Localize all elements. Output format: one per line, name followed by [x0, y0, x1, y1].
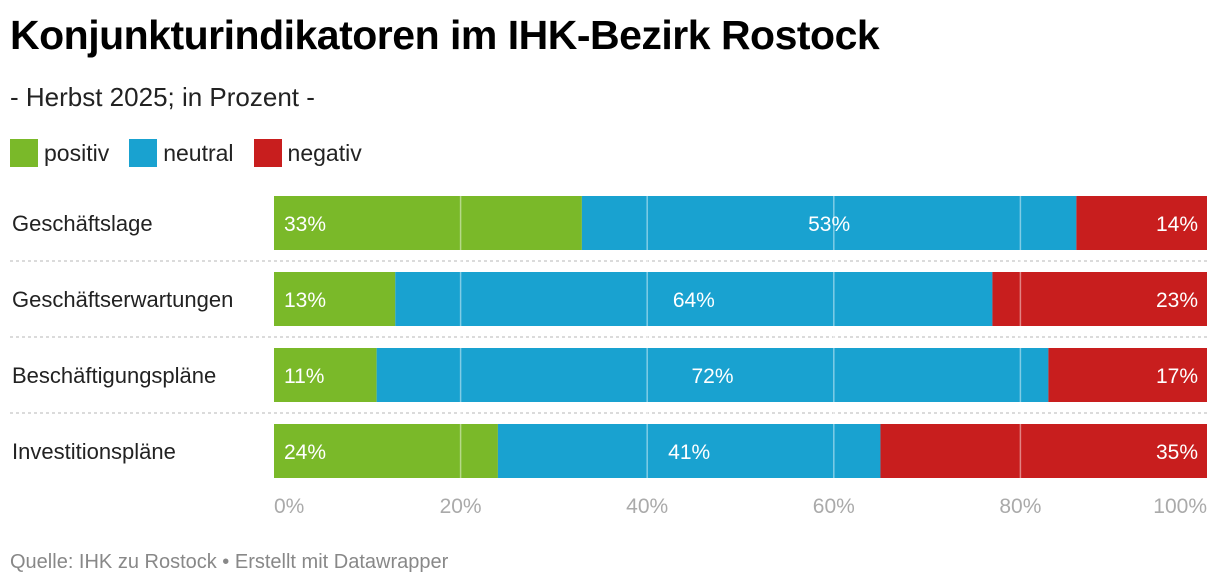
source-footer: Quelle: IHK zu Rostock • Erstellt mit Da… [10, 551, 449, 573]
x-tick-label: 60% [813, 495, 855, 518]
x-tick-label: 40% [626, 495, 668, 518]
category-label: Beschäftigungspläne [12, 363, 216, 388]
data-label-negativ: 35% [1156, 441, 1198, 464]
chart-subtitle: - Herbst 2025; in Prozent - [10, 82, 315, 112]
data-label-positiv: 24% [284, 441, 326, 464]
stacked-bar-chart: Geschäftslage 33% 53% 14% Geschäftserwartung… [10, 196, 1207, 518]
bar-neutral [395, 272, 993, 326]
data-label-negativ: 23% [1156, 289, 1198, 312]
data-label-positiv: 33% [284, 213, 326, 236]
bar-negativ [992, 272, 1207, 326]
legend-item-neutral: neutral [129, 139, 234, 167]
bar-positiv [274, 272, 396, 326]
bar-positiv [274, 196, 582, 250]
category-label: Geschäftserwartungen [12, 287, 233, 312]
bar-negativ [1048, 348, 1207, 402]
data-label-positiv: 11% [284, 365, 324, 388]
bar-neutral [581, 196, 1077, 250]
legend-swatch-positiv [10, 139, 38, 167]
data-label-neutral: 53% [808, 213, 850, 236]
legend-item-negativ: negativ [253, 139, 362, 167]
category-label: Geschäftslage [12, 211, 153, 236]
legend-label-positiv: positiv [44, 139, 110, 166]
bar-negativ [880, 424, 1207, 478]
data-label-positiv: 13% [284, 289, 326, 312]
bar-positiv [274, 424, 498, 478]
legend-label-negativ: negativ [287, 139, 362, 166]
data-label-neutral: 72% [691, 365, 733, 388]
bar-positiv [274, 348, 377, 402]
chart-title: Konjunkturindikatoren im IHK-Bezirk Rost… [10, 12, 880, 58]
legend-swatch-negativ [253, 139, 282, 167]
legend-swatch-neutral [129, 139, 158, 167]
x-tick-label: 100% [1153, 495, 1207, 518]
category-label: Investitionspläne [12, 439, 176, 464]
data-label-neutral: 64% [673, 289, 715, 312]
bar-neutral [376, 348, 1049, 402]
x-tick-label: 0% [274, 495, 304, 518]
data-label-negativ: 14% [1156, 213, 1198, 236]
legend: positiv neutral negativ [10, 138, 382, 168]
x-tick-label: 20% [440, 495, 482, 518]
x-tick-label: 80% [999, 495, 1041, 518]
data-label-neutral: 41% [668, 441, 710, 464]
bar-neutral [497, 424, 881, 478]
data-label-negativ: 17% [1156, 365, 1198, 388]
legend-item-positiv: positiv [10, 139, 109, 167]
bar-negativ [1076, 196, 1207, 250]
legend-label-neutral: neutral [163, 139, 234, 166]
